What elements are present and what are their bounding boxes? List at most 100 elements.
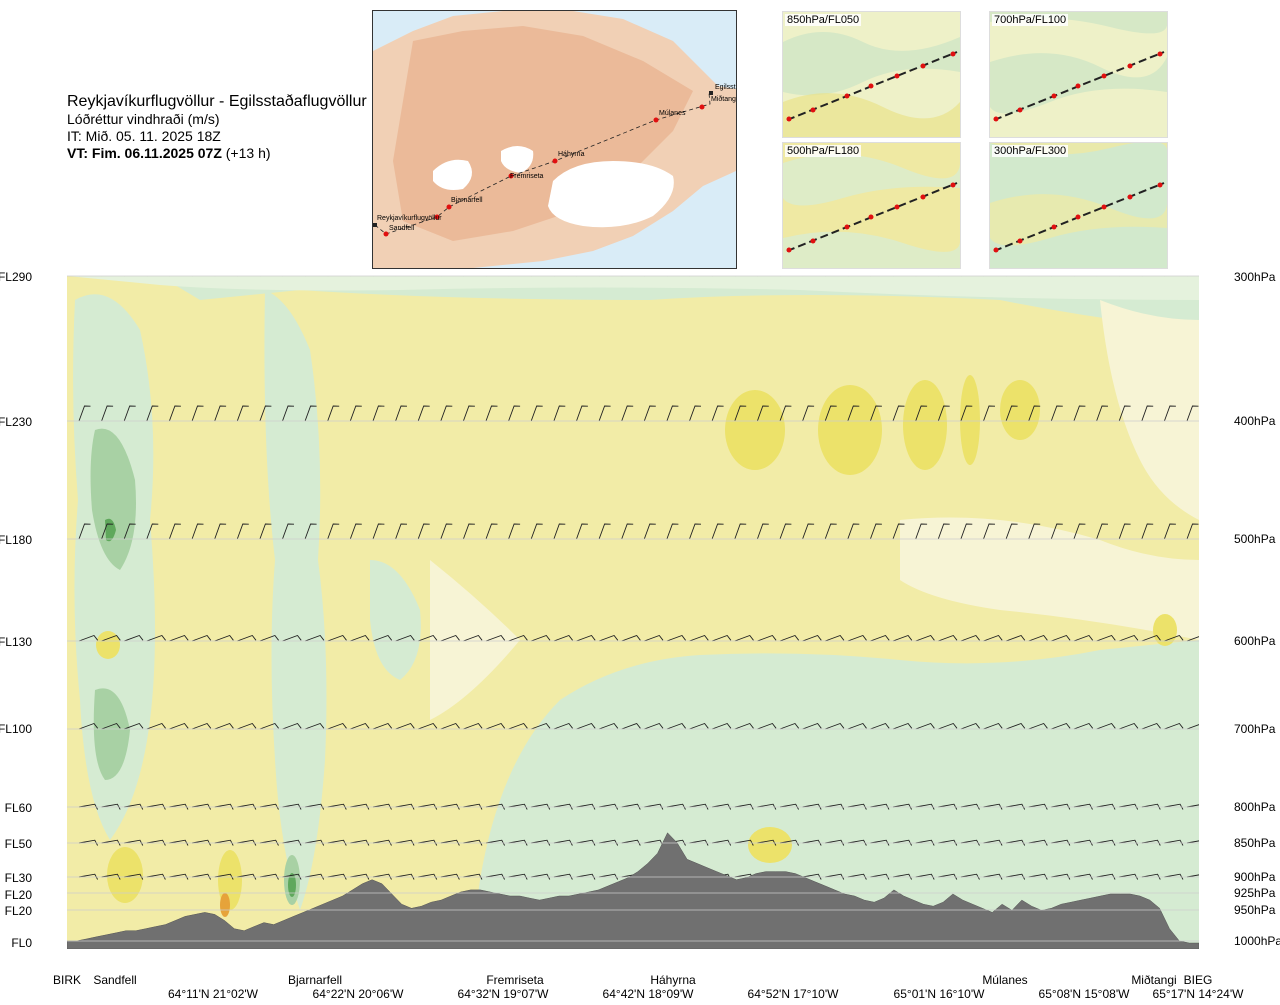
wind-barb — [576, 722, 596, 730]
wind-barb — [892, 839, 912, 846]
wind-barb — [485, 803, 505, 810]
wind-barb — [576, 634, 596, 642]
wind-barb — [350, 634, 370, 642]
wind-barb — [214, 803, 234, 810]
wind-barb — [1096, 523, 1109, 540]
wind-barb — [485, 873, 505, 880]
hpa-label: 400hPa — [1234, 414, 1276, 428]
wind-barb — [372, 405, 385, 422]
wind-barb — [146, 839, 166, 846]
fl-label: FL50 — [5, 837, 33, 851]
wind-barb — [327, 276, 329, 277]
fl-label: FL20 — [5, 888, 33, 902]
wind-barb — [508, 634, 528, 642]
wind-barb — [395, 839, 415, 846]
wind-barb — [1005, 634, 1026, 642]
map-label-hahyrna: Háhyrna — [558, 151, 585, 158]
wind-barb — [372, 803, 392, 810]
wind-barb — [463, 803, 483, 810]
fl-label: FL0 — [11, 936, 32, 950]
wind-barb — [937, 523, 950, 540]
wind-barb — [327, 722, 347, 730]
wind-barb — [757, 276, 758, 277]
wind-barb — [598, 405, 611, 422]
wind-barb — [508, 722, 528, 730]
wind-barb — [395, 722, 415, 730]
fl-label: FL130 — [0, 635, 32, 649]
wind-barb — [78, 405, 91, 422]
hpa-label: 800hPa — [1234, 800, 1276, 814]
fl-label: FL100 — [0, 722, 32, 736]
wind-barb — [1096, 276, 1098, 277]
wind-barb — [463, 839, 483, 846]
level-map-300: 300hPa/FL300 — [989, 142, 1168, 269]
wind-barb — [892, 523, 905, 540]
contour-green-top-light — [67, 276, 1199, 300]
wind-barb — [168, 405, 181, 422]
wind-barb — [124, 803, 144, 810]
wind-barb — [847, 634, 867, 642]
wind-barb — [734, 523, 747, 540]
wind-barb — [644, 722, 664, 730]
wind-barb — [146, 873, 166, 880]
wind-barb — [689, 634, 709, 642]
terrain-profile — [67, 832, 1199, 949]
wind-barb — [463, 722, 483, 730]
wind-barb — [847, 839, 867, 846]
wind-barb — [915, 839, 935, 846]
wind-barb — [169, 722, 189, 730]
wind-barb — [169, 803, 189, 810]
wind-barb — [825, 634, 845, 642]
wind-barb — [779, 523, 792, 540]
coordinate-label: 64°11'N 21°02'W — [168, 987, 259, 1001]
wind-barb — [146, 276, 148, 277]
wind-barb — [892, 803, 912, 810]
wind-barb — [870, 634, 890, 642]
contour-yellow-low-4 — [748, 827, 792, 863]
wind-barb — [508, 839, 528, 846]
wind-barb — [666, 405, 679, 422]
wind-barb — [892, 873, 912, 880]
wind-barb — [1163, 523, 1176, 540]
contour-green-left-low — [93, 688, 130, 780]
route-map: Reykjavíkurflugvöllur Sandfell Bjarnarfe… — [372, 10, 737, 269]
wind-barb — [124, 722, 144, 730]
wind-barb — [689, 839, 709, 846]
wind-barb — [146, 523, 159, 540]
wind-barb — [146, 634, 166, 642]
wind-barb — [485, 405, 498, 422]
wind-barb — [1141, 722, 1161, 730]
wind-barb — [101, 405, 114, 422]
wind-barb — [938, 803, 958, 810]
wind-barb — [440, 405, 453, 422]
wind-barb — [1186, 724, 1199, 730]
wind-barb — [282, 839, 302, 846]
route-title: Reykjavíkurflugvöllur - Egilsstaðaflugvö… — [67, 93, 367, 110]
wind-barb — [666, 634, 686, 642]
wind-barb — [1005, 523, 1018, 540]
wind-barb — [1051, 722, 1071, 730]
coordinate-label: 65°01'N 16°10'W — [894, 987, 986, 1001]
wind-barb — [1141, 803, 1161, 810]
wind-barb — [756, 523, 769, 540]
wind-barb — [1096, 803, 1116, 810]
level-map-label-300: 300hPa/FL300 — [992, 145, 1069, 157]
wind-barb — [915, 803, 935, 810]
wind-barb — [282, 722, 302, 730]
wind-barb — [350, 722, 370, 730]
level-map-label-700: 700hPa/FL100 — [992, 14, 1069, 26]
hpa-label: 950hPa — [1234, 903, 1276, 917]
wind-barb — [802, 405, 815, 422]
wind-barb — [236, 405, 249, 422]
valid-time: VT: Fim. 06.11.2025 07Z (+13 h) — [67, 145, 367, 162]
wind-barb — [168, 523, 181, 540]
wind-barb — [779, 722, 800, 730]
wind-barb — [259, 405, 272, 422]
wind-barb — [1164, 803, 1184, 810]
wind-barb — [101, 803, 121, 810]
waypoint-dot — [699, 104, 705, 110]
wind-barb — [304, 405, 317, 422]
wind-barb — [983, 873, 1003, 880]
wind-barb — [1164, 839, 1184, 846]
wind-barb — [1051, 634, 1071, 642]
